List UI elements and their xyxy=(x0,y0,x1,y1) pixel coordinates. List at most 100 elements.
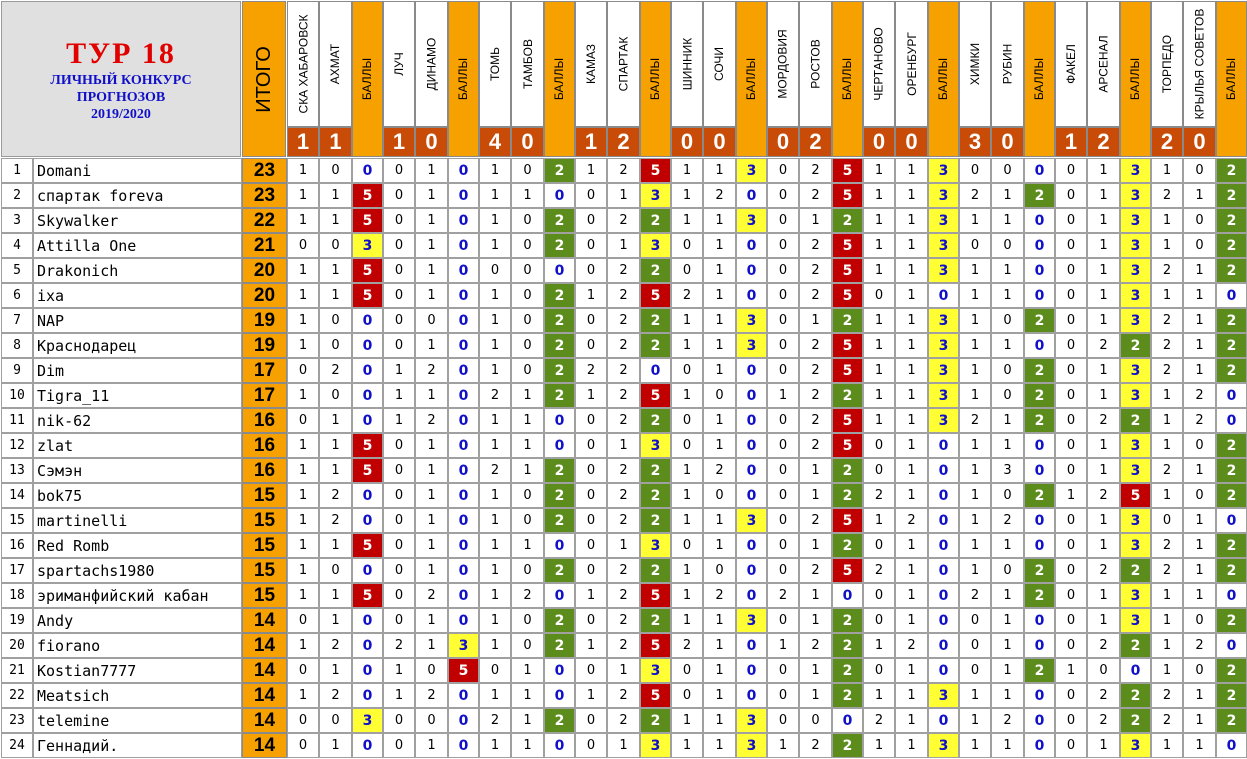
prediction-away: 0 xyxy=(415,658,448,683)
prediction-away: 1 xyxy=(511,433,544,458)
participant-name: zlat xyxy=(33,433,242,458)
prediction-home: 1 xyxy=(863,233,895,258)
match-10-home-header: ТОРПЕДО xyxy=(1151,1,1183,127)
prediction-away: 1 xyxy=(703,333,736,358)
points-cell: 5 xyxy=(352,183,383,208)
prediction-home: 1 xyxy=(671,333,703,358)
points-cell: 2 xyxy=(544,158,575,183)
row-number: 24 xyxy=(1,733,33,758)
prediction-away: 2 xyxy=(607,608,640,633)
prediction-away: 2 xyxy=(799,158,832,183)
prediction-home: 1 xyxy=(671,608,703,633)
prediction-away: 2 xyxy=(1087,708,1120,733)
points-cell: 0 xyxy=(928,633,959,658)
points-cell: 0 xyxy=(736,558,767,583)
prediction-home: 0 xyxy=(767,533,799,558)
prediction-away: 2 xyxy=(607,558,640,583)
prediction-away: 0 xyxy=(415,708,448,733)
prediction-away: 0 xyxy=(1183,608,1216,633)
prediction-away: 1 xyxy=(1087,358,1120,383)
points-cell: 0 xyxy=(928,483,959,508)
prediction-home: 1 xyxy=(383,683,415,708)
prediction-away: 1 xyxy=(319,608,352,633)
match-7-home-header: ЧЕРТАНОВО xyxy=(863,1,895,127)
prediction-home: 0 xyxy=(671,533,703,558)
match-1-score-header: БАЛЛЫ xyxy=(352,1,383,157)
points-cell: 3 xyxy=(928,258,959,283)
prediction-home: 0 xyxy=(575,508,607,533)
points-cell: 3 xyxy=(640,533,671,558)
prediction-home: 1 xyxy=(287,583,319,608)
home-team-name: КАМАЗ xyxy=(584,43,599,85)
row-number: 18 xyxy=(1,583,33,608)
prediction-home: 1 xyxy=(479,183,511,208)
prediction-away: 1 xyxy=(895,458,928,483)
points-cell: 0 xyxy=(736,583,767,608)
points-cell: 0 xyxy=(352,483,383,508)
match-6-home-header: МОРДОВИЯ xyxy=(767,1,799,127)
prediction-home: 1 xyxy=(959,533,991,558)
prediction-away: 2 xyxy=(991,508,1024,533)
match-1-home-goals: 1 xyxy=(287,127,319,157)
prediction-home: 0 xyxy=(959,633,991,658)
points-cell: 0 xyxy=(352,633,383,658)
prediction-home: 1 xyxy=(863,633,895,658)
prediction-away: 1 xyxy=(1087,183,1120,208)
points-cell: 2 xyxy=(640,508,671,533)
away-team-name: ДИНАМО xyxy=(424,37,439,91)
prediction-home: 0 xyxy=(767,158,799,183)
prediction-away: 2 xyxy=(319,358,352,383)
prediction-home: 2 xyxy=(1151,558,1183,583)
points-cell: 3 xyxy=(928,358,959,383)
total-score: 21 xyxy=(242,233,287,258)
points-cell: 0 xyxy=(544,658,575,683)
prediction-away: 1 xyxy=(1087,208,1120,233)
prediction-away: 2 xyxy=(607,208,640,233)
prediction-away: 0 xyxy=(511,158,544,183)
match-3-score-header: БАЛЛЫ xyxy=(544,1,575,157)
prediction-away: 1 xyxy=(1087,158,1120,183)
row-number: 10 xyxy=(1,383,33,408)
prediction-away: 1 xyxy=(1183,558,1216,583)
prediction-away: 1 xyxy=(895,733,928,758)
row-number: 9 xyxy=(1,358,33,383)
points-cell: 0 xyxy=(1024,608,1055,633)
prediction-home: 0 xyxy=(383,208,415,233)
prediction-home: 0 xyxy=(767,408,799,433)
match-8-score-header: БАЛЛЫ xyxy=(1024,1,1055,157)
points-cell: 2 xyxy=(544,383,575,408)
score-column-label: БАЛЛЫ xyxy=(1128,57,1143,101)
prediction-away: 2 xyxy=(607,158,640,183)
points-cell: 0 xyxy=(736,483,767,508)
prediction-home: 0 xyxy=(383,458,415,483)
points-cell: 2 xyxy=(1024,358,1055,383)
prediction-home: 0 xyxy=(575,658,607,683)
prediction-away: 2 xyxy=(607,333,640,358)
participant-name: Skywalker xyxy=(33,208,242,233)
points-cell: 0 xyxy=(928,583,959,608)
participant-name: Dim xyxy=(33,358,242,383)
points-cell: 0 xyxy=(1024,433,1055,458)
row-number: 12 xyxy=(1,433,33,458)
points-cell: 0 xyxy=(736,658,767,683)
total-score: 22 xyxy=(242,208,287,233)
prediction-away: 0 xyxy=(511,283,544,308)
points-cell: 0 xyxy=(544,258,575,283)
prediction-home: 2 xyxy=(1151,358,1183,383)
match-5-away-goals: 0 xyxy=(703,127,736,157)
participant-name: bok75 xyxy=(33,483,242,508)
prediction-home: 1 xyxy=(959,333,991,358)
prediction-home: 0 xyxy=(383,483,415,508)
points-cell: 5 xyxy=(640,583,671,608)
prediction-home: 0 xyxy=(287,658,319,683)
prediction-home: 0 xyxy=(575,733,607,758)
points-cell: 2 xyxy=(1024,308,1055,333)
points-cell: 0 xyxy=(928,508,959,533)
prediction-home: 1 xyxy=(1151,658,1183,683)
prediction-home: 2 xyxy=(863,483,895,508)
prediction-away: 1 xyxy=(1183,258,1216,283)
prediction-home: 0 xyxy=(575,233,607,258)
total-score: 17 xyxy=(242,383,287,408)
prediction-away: 1 xyxy=(799,533,832,558)
points-cell: 5 xyxy=(832,508,863,533)
